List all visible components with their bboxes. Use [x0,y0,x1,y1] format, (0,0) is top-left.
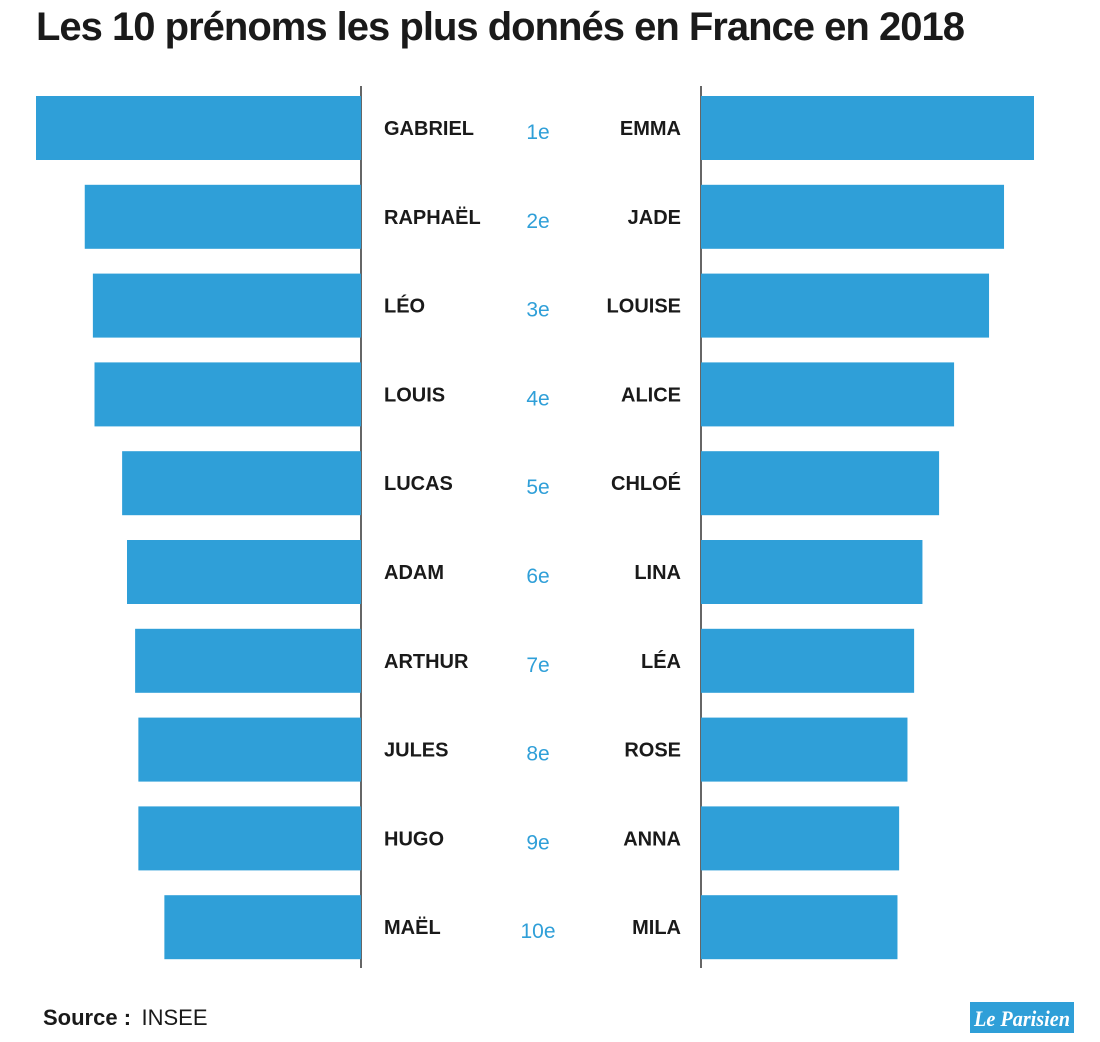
girls-bar [701,451,940,516]
girls-bar [701,362,955,427]
rank-label: 10e [520,920,555,943]
boys-bar [127,540,361,604]
girls-bar [701,628,915,693]
boys-bar [135,628,361,693]
rank-label: 2e [526,210,549,233]
girls-name-label: ALICE [621,384,681,406]
rank-labels-group: 1e 2e 3e 4e 5e 6e 7e 8e 9e 10e [520,121,555,943]
boys-name-label: ARTHUR [384,651,469,673]
boys-name-label: HUGO [384,828,444,850]
boys-name-label: JULES [384,740,448,762]
logo-text: Le Parisien [973,1006,1070,1031]
boys-bar [138,717,361,782]
rank-label: 1e [526,121,549,144]
logo-background [970,1002,1074,1033]
girls-labels-group: EMMA JADE LOUISE ALICE CHLOÉ LINA LÉA ROSE ANNA M… [607,118,681,939]
girls-name-label: EMMA [620,118,681,140]
girls-bar [701,895,898,960]
girls-name-label: CHLOÉ [611,472,681,495]
boys-bar [94,362,361,427]
rank-label: 8e [526,743,549,766]
boys-name-label: LÉO [384,295,425,318]
rank-label: 3e [526,299,549,322]
girls-bar [701,96,1034,160]
boys-bar [84,184,361,249]
boys-bar [164,895,361,960]
girls-bar [701,273,990,338]
rank-label: 9e [526,831,549,854]
boys-name-label: RAPHAËL [384,206,481,229]
girls-bar [701,717,908,782]
boys-labels-group: GABRIEL RAPHAËL LÉO LOUIS LUCAS ADAM ARTHUR JUL… [384,118,481,939]
boys-name-label: LUCAS [384,473,453,495]
girls-bar [701,806,900,871]
boys-bar [36,96,361,160]
rank-label: 6e [526,565,549,588]
boys-name-label: GABRIEL [384,118,474,140]
girls-bar [701,184,1005,249]
girls-name-label: LOUISE [607,296,681,318]
girls-bar [701,540,923,604]
girls-name-label: MILA [632,917,681,939]
boys-bar [138,806,361,871]
girls-name-label: LÉA [641,650,681,673]
source-line: Source : INSEE [43,1005,208,1030]
boys-name-label: ADAM [384,562,444,584]
girls-name-label: ANNA [623,828,681,850]
boys-name-label: MAËL [384,916,441,939]
chart-title: Les 10 prénoms les plus donnés en France… [36,5,965,49]
girls-name-label: LINA [634,562,681,584]
boys-bar [122,451,361,516]
rank-label: 4e [526,387,549,410]
le-parisien-logo: Le Parisien [970,1002,1074,1033]
girls-bars-group [701,96,1034,960]
boys-bar [92,273,361,338]
boys-bars-group [36,96,361,960]
girls-name-label: JADE [628,207,681,229]
rank-label: 5e [526,476,549,499]
boys-name-label: LOUIS [384,384,445,406]
source-value: INSEE [141,1005,207,1030]
source-label: Source : [43,1005,131,1030]
girls-name-label: ROSE [624,740,681,762]
rank-label: 7e [526,654,549,677]
